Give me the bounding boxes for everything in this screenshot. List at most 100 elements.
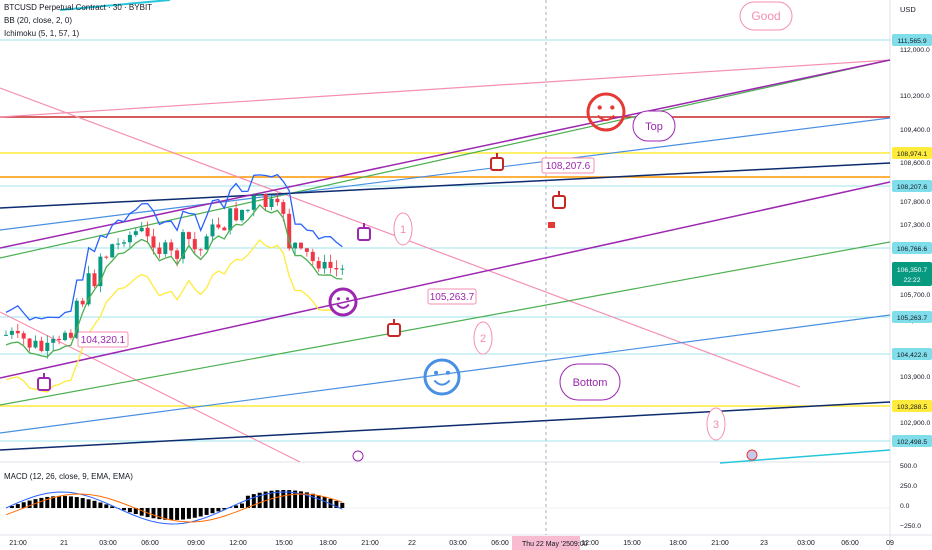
candle-body <box>51 338 56 343</box>
candle-body <box>340 268 345 270</box>
candle-body <box>39 340 44 351</box>
happy-face-icon <box>586 92 626 132</box>
blue-trend-line <box>0 314 891 434</box>
time-tick-label: 18:00 <box>319 540 337 547</box>
current-price-tag <box>892 262 932 286</box>
time-tick-label: 21:00 <box>9 540 27 547</box>
candle-body <box>257 194 262 196</box>
candle-body <box>15 330 20 334</box>
macd-histogram-bar <box>304 492 309 508</box>
macd-histogram-bar <box>98 502 103 508</box>
us-flag-icon <box>746 449 758 461</box>
cyan-trend-line <box>59 0 171 11</box>
time-tick-label: 12:00 <box>229 540 247 547</box>
price-callout-105263-text: 105,263.7 <box>430 292 475 303</box>
candle-body <box>269 198 274 207</box>
macd-histogram-bar <box>74 497 79 508</box>
macd-histogram-bar <box>63 496 67 508</box>
candle-body <box>80 300 85 305</box>
price-tick-label: 110,200.0 <box>900 93 930 100</box>
macd-histogram-bar <box>299 491 303 508</box>
candle-body <box>157 247 162 254</box>
time-tick-label: 03:00 <box>449 540 467 547</box>
candle-body <box>299 242 303 249</box>
macd-line <box>5 491 343 525</box>
macd-histogram-bar <box>240 503 244 508</box>
candle-body <box>27 338 32 348</box>
bottom-callout <box>559 363 621 401</box>
candle-body <box>245 209 250 211</box>
macd-histogram-bar <box>169 508 174 520</box>
hand-pointer-icon <box>387 323 401 337</box>
macd-histogram-bar <box>86 499 91 508</box>
candle-body <box>116 243 121 245</box>
blue-face-icon <box>423 358 461 396</box>
price-level-tag-text: 103,288.5 <box>897 404 927 411</box>
candle-body <box>310 251 315 262</box>
green-trend-line <box>0 59 891 259</box>
candle-body <box>328 261 333 268</box>
candle-body <box>45 342 50 351</box>
symbol-title[interactable]: BTCUSD Perpetual Contract · 30 · BYBIT <box>4 3 153 12</box>
purple-trend-line <box>0 181 891 379</box>
bb-indicator-label[interactable]: BB (20, close, 2, 0) <box>4 16 73 25</box>
crosshair-time-text: Thu 22 May '25 <box>522 541 570 548</box>
price-level-tag-text: 108,974.1 <box>897 151 927 158</box>
wave-2-label-text: 2 <box>480 333 486 345</box>
cyan-trend-line <box>719 449 891 464</box>
happy-face-icon-eye <box>610 105 615 110</box>
macd-histogram-bar <box>9 506 14 508</box>
price-level-tag <box>892 311 932 323</box>
macd-histogram-bar <box>210 508 215 514</box>
macd-histogram-bar <box>251 494 256 508</box>
macd-histogram-bar <box>151 508 156 519</box>
price-callout-104320-text: 104,320.1 <box>81 335 126 346</box>
macd-indicator-label[interactable]: MACD (12, 26, close, 9, EMA, EMA) <box>4 472 133 481</box>
macd-histogram-bar <box>175 508 180 520</box>
navy-trend-line <box>0 162 891 209</box>
price-level-tag-text: 102,498.5 <box>897 439 927 446</box>
lightning-icon <box>352 450 364 462</box>
candle-body <box>251 195 256 210</box>
time-tick-label: 06:00 <box>491 540 509 547</box>
price-level-tag <box>892 34 932 46</box>
candle-body <box>86 273 91 305</box>
macd-histogram-bar <box>92 500 97 508</box>
candle-body <box>104 256 109 258</box>
hand-pointer-icon <box>37 377 51 391</box>
macd-histogram-bar <box>51 496 56 508</box>
candle-body <box>304 248 309 252</box>
candle-body <box>4 334 8 336</box>
macd-histogram-bar <box>263 491 268 508</box>
yellow-indicator-line <box>5 238 343 393</box>
macd-tick-label: −250.0 <box>900 523 921 530</box>
macd-histogram-bar <box>27 500 32 508</box>
candle-body <box>281 202 286 214</box>
time-tick-label: 06:00 <box>841 540 859 547</box>
time-tick-label: 22 <box>408 540 416 547</box>
ichimoku-indicator-label[interactable]: Ichimoku (5, 1, 57, 1) <box>4 29 80 38</box>
macd-histogram-bar <box>139 508 144 516</box>
macd-tick-label: 0.0 <box>900 503 910 510</box>
price-level-tag <box>892 435 932 447</box>
price-level-tag-text: 106,766.6 <box>897 246 927 253</box>
macd-histogram-bar <box>39 497 44 508</box>
candle-body <box>192 239 197 250</box>
hand-pointer-icon <box>552 195 566 209</box>
time-tick-label: 06:00 <box>141 540 159 547</box>
price-level-tag-text: 105,263.7 <box>897 315 927 322</box>
candle-body <box>322 261 327 269</box>
hand-pointer-icon <box>357 227 371 241</box>
macd-histogram-bar <box>287 490 292 508</box>
macd-histogram-bar <box>281 490 286 508</box>
price-level-tag-text: 104,422.6 <box>897 352 927 359</box>
macd-histogram-bar <box>122 508 126 511</box>
blue-face-icon-eye <box>445 370 450 375</box>
price-callout-105263 <box>427 288 477 305</box>
price-tick-label: 112,000.0 <box>900 47 930 54</box>
time-tick-label: 21:00 <box>361 540 379 547</box>
time-tick-label: 15:00 <box>623 540 641 547</box>
time-tick-label: 15:00 <box>275 540 293 547</box>
price-level-tag-text: 111,565.9 <box>897 38 926 45</box>
